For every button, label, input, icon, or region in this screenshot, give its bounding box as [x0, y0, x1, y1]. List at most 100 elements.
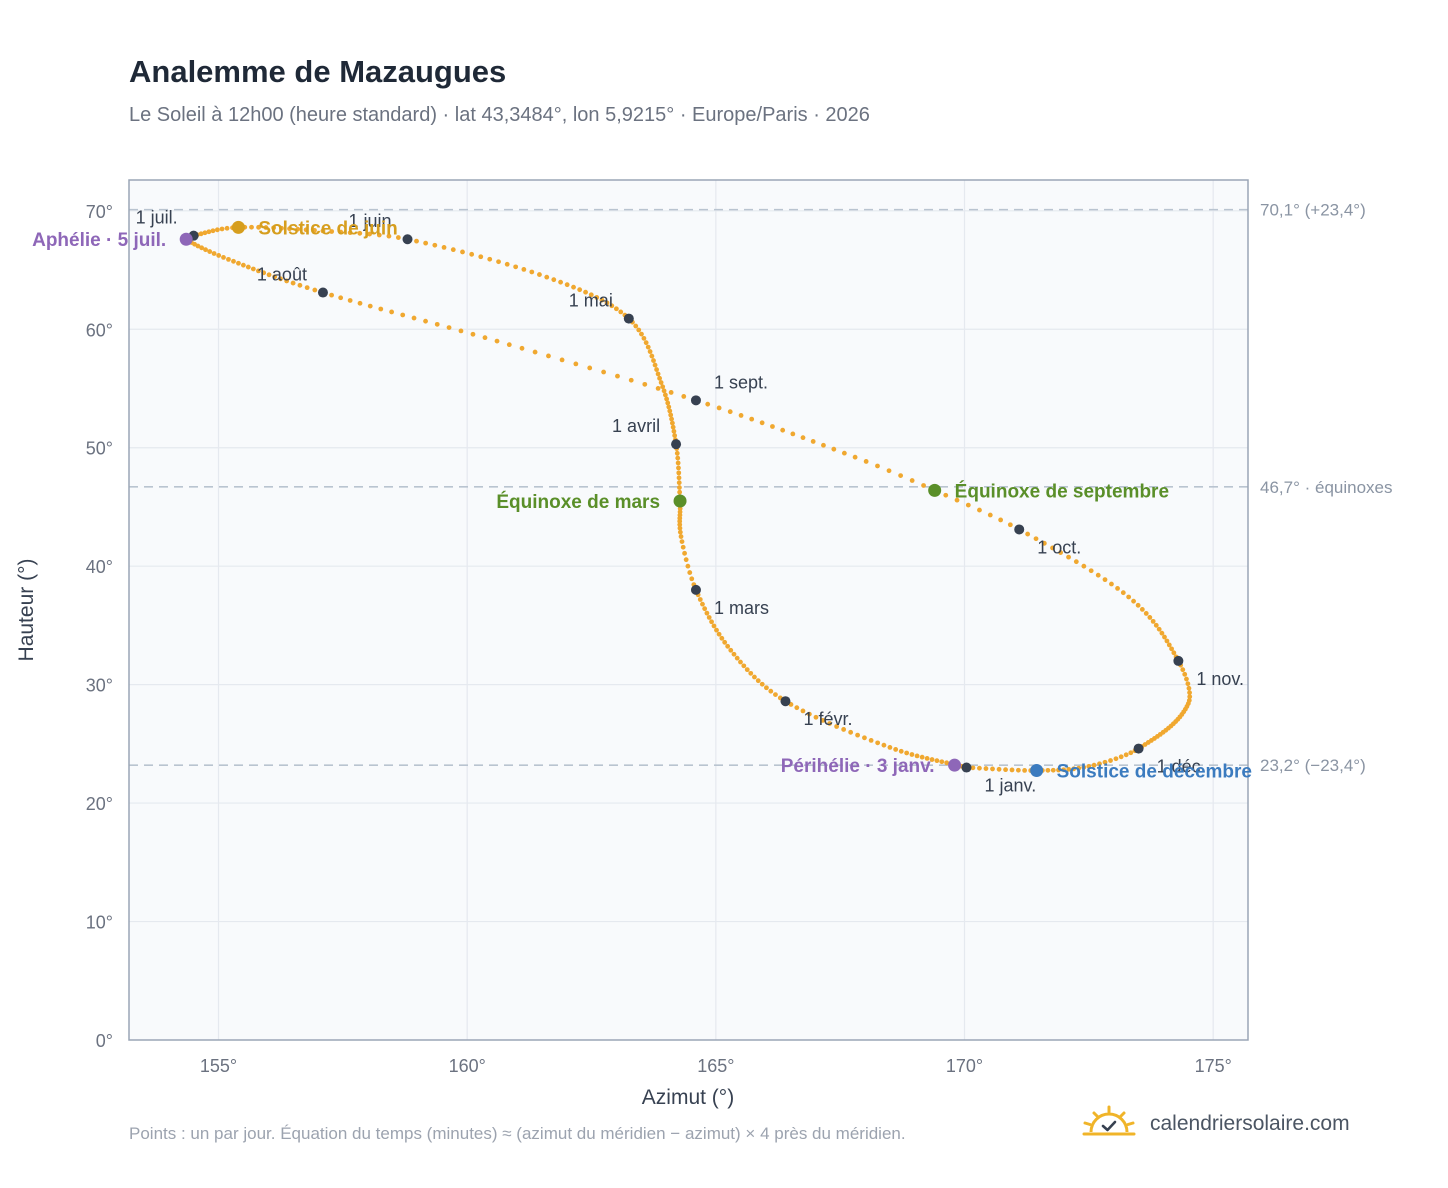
daily-point — [537, 272, 542, 277]
month-marker-label: 1 août — [257, 265, 307, 285]
daily-point — [898, 748, 904, 754]
daily-point — [727, 409, 733, 415]
daily-point — [848, 729, 854, 735]
daily-point — [329, 229, 335, 234]
daily-point — [482, 335, 488, 341]
daily-point — [977, 507, 982, 513]
daily-point — [338, 229, 344, 235]
daily-point — [1109, 581, 1114, 587]
daily-point — [768, 688, 774, 694]
daily-point — [423, 318, 428, 324]
daily-point — [642, 381, 648, 387]
daily-point — [669, 420, 675, 426]
daily-point — [752, 674, 757, 680]
daily-point — [841, 727, 847, 732]
daily-point — [446, 325, 452, 331]
daily-point — [681, 394, 687, 399]
daily-point — [660, 384, 666, 390]
daily-point — [1097, 761, 1102, 767]
daily-point — [284, 278, 290, 284]
y-tick-label: 50° — [86, 439, 113, 459]
month-marker-label: 1 oct. — [1037, 537, 1081, 557]
daily-point — [558, 279, 563, 285]
daily-point — [1073, 559, 1079, 565]
daily-point — [987, 512, 993, 518]
daily-point — [722, 639, 728, 645]
daily-point — [594, 294, 600, 300]
daily-point — [434, 321, 440, 327]
daily-point — [1171, 650, 1177, 656]
date-markers: 1 janv. 1 févr. 1 mars 1 avril 1 mai 1 juin 1 … — [32, 208, 1252, 796]
daily-point — [588, 292, 594, 298]
daily-point — [841, 450, 847, 456]
month-marker-label: 1 nov. — [1196, 669, 1244, 689]
daily-point — [389, 309, 395, 315]
daily-point — [1166, 642, 1172, 648]
month-marker — [1133, 743, 1144, 754]
daily-point — [827, 721, 833, 726]
daily-point — [1180, 667, 1186, 673]
daily-point — [290, 280, 296, 286]
daily-point — [1076, 765, 1082, 771]
daily-point — [852, 454, 858, 460]
daily-point — [470, 331, 476, 337]
y-tick-label: 0° — [96, 1031, 113, 1051]
daily-point — [1033, 536, 1039, 542]
x-tick-label: 160° — [449, 1056, 486, 1076]
daily-point — [469, 251, 475, 257]
daily-point — [704, 610, 710, 616]
daily-point — [711, 623, 717, 629]
daily-point — [667, 408, 673, 414]
daily-point — [577, 287, 583, 293]
daily-point — [676, 470, 682, 476]
daily-point — [376, 232, 382, 238]
daily-point — [863, 459, 869, 464]
daily-point — [250, 266, 256, 272]
daily-point — [304, 285, 310, 291]
daily-point — [669, 416, 674, 422]
daily-point — [320, 228, 326, 234]
daily-point — [990, 766, 995, 772]
daily-point — [423, 240, 429, 246]
daily-point — [759, 681, 765, 687]
daily-point — [216, 253, 222, 258]
daily-point — [875, 463, 880, 469]
daily-point — [731, 651, 737, 657]
special-point — [1030, 764, 1044, 778]
daily-point — [965, 502, 971, 508]
daily-point — [1066, 554, 1071, 560]
daily-point — [755, 678, 761, 684]
daily-point — [226, 256, 231, 262]
brand-name[interactable]: calendriersolaire.com — [1150, 1112, 1350, 1135]
daily-point — [909, 752, 915, 757]
daily-point — [887, 745, 893, 750]
daily-point — [886, 468, 892, 474]
daily-point — [256, 224, 261, 230]
daily-point — [651, 358, 656, 363]
daily-point — [357, 300, 363, 306]
daily-point — [458, 328, 464, 334]
daily-point — [266, 272, 272, 278]
daily-point — [249, 224, 254, 230]
daily-point — [636, 327, 642, 333]
daily-point — [1058, 550, 1064, 555]
daily-point — [1184, 676, 1189, 682]
brand[interactable]: calendriersolaire.com — [1082, 1104, 1350, 1144]
month-marker-label: 1 juin — [348, 211, 391, 231]
month-marker — [1014, 524, 1025, 535]
daily-point — [664, 396, 670, 402]
reference-lines: 70,1° (+23,4°) 46,7° · équinoxes 23,2° (−2… — [129, 201, 1393, 775]
daily-point — [898, 473, 904, 478]
daily-point — [725, 643, 731, 649]
daily-point — [532, 349, 538, 355]
month-marker-label: 1 sept. — [714, 372, 768, 392]
daily-point — [676, 465, 681, 471]
daily-point — [609, 303, 615, 309]
special-point-label: Équinoxe de septembre — [955, 480, 1169, 502]
daily-point — [199, 245, 205, 251]
daily-point — [367, 231, 372, 237]
daily-point — [347, 230, 353, 236]
month-marker-label: 1 févr. — [803, 709, 852, 729]
daily-point — [1015, 767, 1021, 773]
daily-point — [675, 455, 681, 461]
